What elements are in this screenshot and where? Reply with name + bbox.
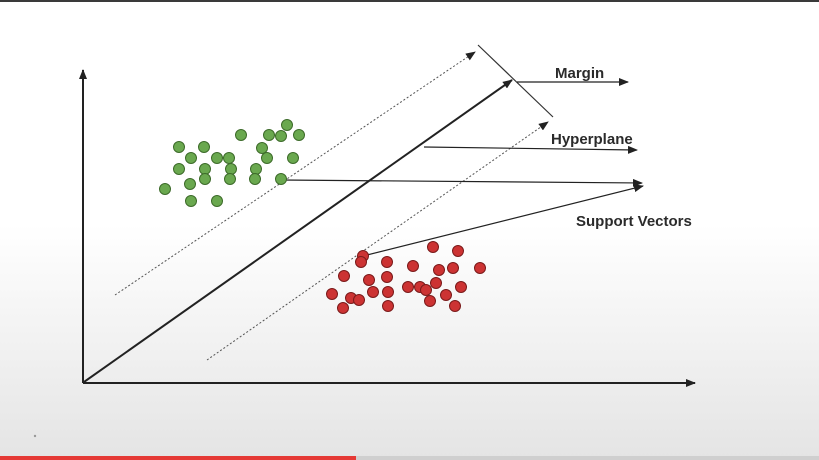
green-data-point xyxy=(185,195,197,207)
margin-label: Margin xyxy=(555,65,604,82)
green-class-points xyxy=(159,119,305,207)
top-border xyxy=(0,0,819,2)
red-data-point xyxy=(455,281,467,293)
green-data-point xyxy=(173,163,185,175)
green-data-point xyxy=(224,173,236,185)
video-progress-fill xyxy=(0,456,357,460)
green-data-point xyxy=(293,129,305,141)
red-data-point xyxy=(382,286,394,298)
green-data-point xyxy=(275,173,287,185)
hyperplane-line xyxy=(83,79,513,383)
red-data-point xyxy=(337,302,349,314)
green-data-point xyxy=(211,152,223,164)
green-data-point xyxy=(173,141,185,153)
support-vector-pointer-green xyxy=(280,178,643,187)
green-data-point xyxy=(287,152,299,164)
red-data-point xyxy=(424,295,436,307)
green-data-point xyxy=(184,178,196,190)
corner-dot xyxy=(33,434,37,438)
green-data-point xyxy=(263,129,275,141)
green-data-point xyxy=(223,152,235,164)
green-data-point xyxy=(256,142,268,154)
red-data-point xyxy=(420,284,432,296)
red-data-point xyxy=(326,288,338,300)
red-data-point xyxy=(381,256,393,268)
hyperplane-label: Hyperplane xyxy=(551,131,633,148)
red-data-point xyxy=(353,294,365,306)
green-data-point xyxy=(249,173,261,185)
green-data-point xyxy=(211,195,223,207)
red-data-point xyxy=(430,277,442,289)
green-data-point xyxy=(281,119,293,131)
red-data-point xyxy=(402,281,414,293)
red-data-point xyxy=(382,300,394,312)
green-data-point xyxy=(185,152,197,164)
red-data-point xyxy=(440,289,452,301)
red-data-point xyxy=(407,260,419,272)
red-data-point xyxy=(363,274,375,286)
green-data-point xyxy=(199,163,211,175)
red-data-point xyxy=(447,262,459,274)
green-data-point xyxy=(159,183,171,195)
lower-margin-line xyxy=(206,121,549,361)
red-data-point xyxy=(381,271,393,283)
green-data-point xyxy=(199,173,211,185)
green-data-point xyxy=(275,130,287,142)
red-data-point xyxy=(338,270,350,282)
red-data-point xyxy=(449,300,461,312)
red-data-point xyxy=(433,264,445,276)
green-data-point xyxy=(261,152,273,164)
green-data-point xyxy=(198,141,210,153)
video-progress-bar[interactable] xyxy=(0,456,819,460)
support-vectors-label: Support Vectors xyxy=(576,213,692,230)
red-data-point xyxy=(355,256,367,268)
red-data-point xyxy=(474,262,486,274)
green-data-point xyxy=(250,163,262,175)
hyperplane-pointer-arrow xyxy=(423,145,638,154)
support-vector-pointer-red xyxy=(362,184,644,257)
red-data-point xyxy=(427,241,439,253)
upper-margin-line xyxy=(114,51,476,296)
green-data-point xyxy=(225,163,237,175)
red-data-point xyxy=(367,286,379,298)
red-data-point xyxy=(452,245,464,257)
red-class-points xyxy=(326,241,486,314)
green-data-point xyxy=(235,129,247,141)
margin-bracket xyxy=(477,44,554,118)
